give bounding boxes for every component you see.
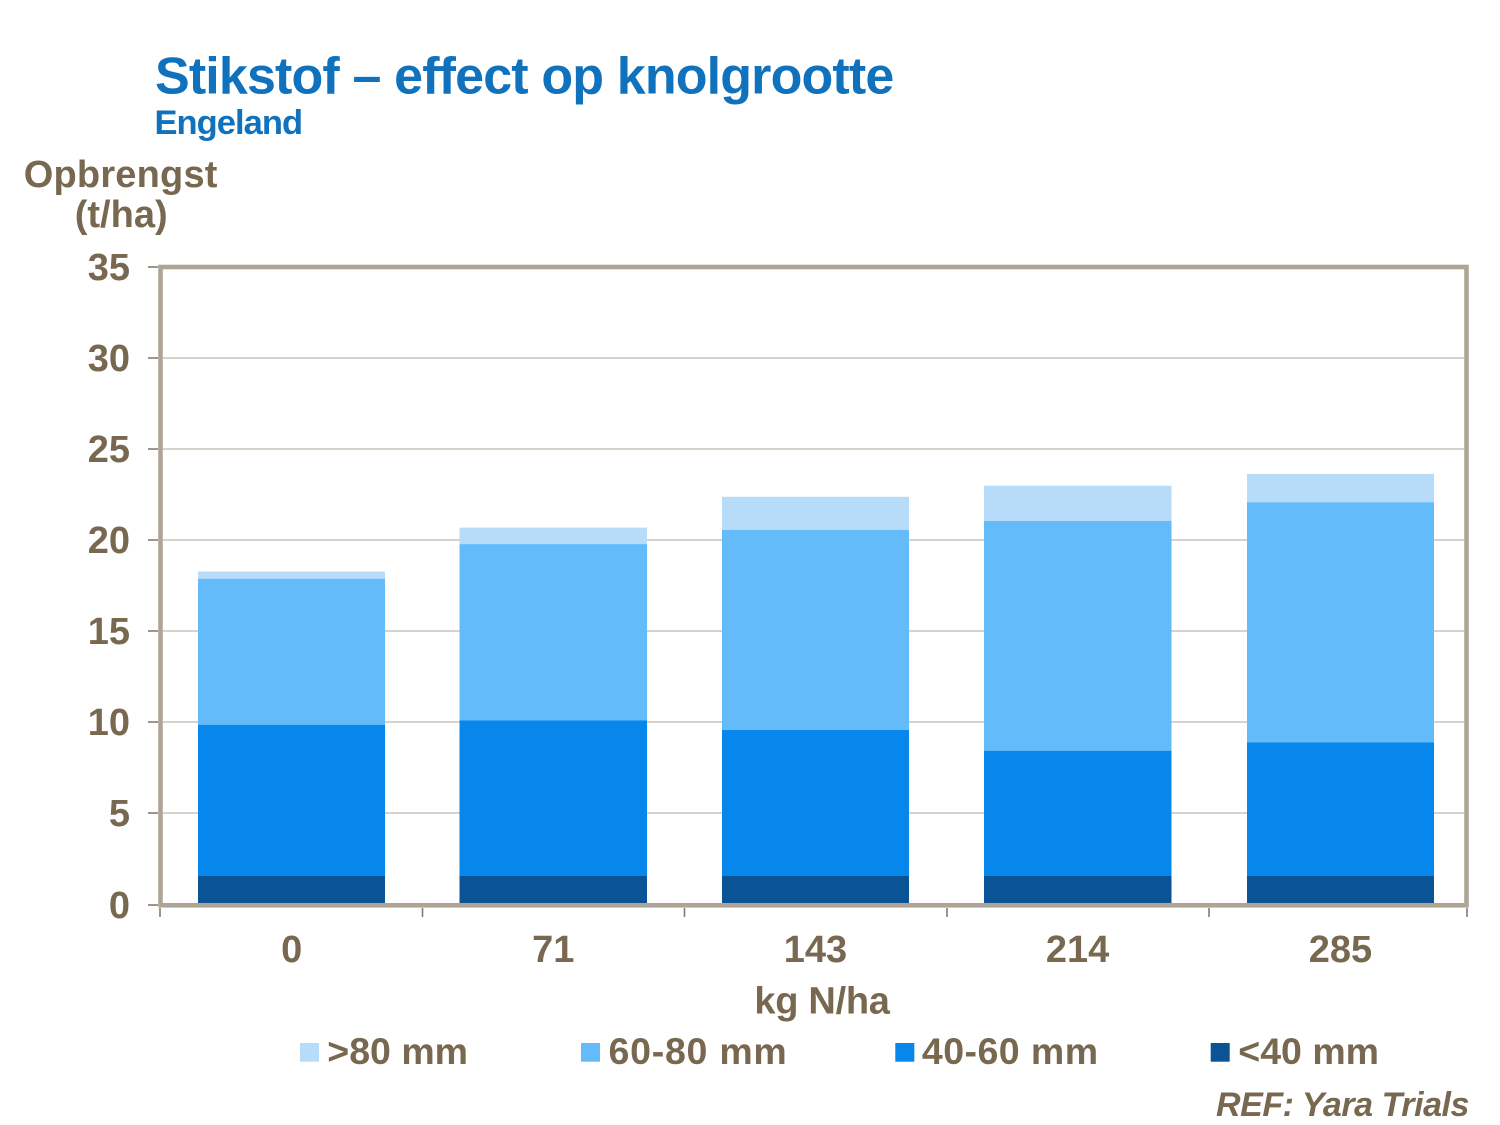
svg-text:>80 mm: >80 mm [327,1030,468,1072]
svg-text:kg N/ha: kg N/ha [754,981,890,1023]
svg-text:30: 30 [88,338,130,380]
svg-text:285: 285 [1309,929,1372,971]
svg-text:60-80 mm: 60-80 mm [609,1030,788,1072]
svg-text:214: 214 [1046,929,1109,971]
svg-text:0: 0 [109,885,130,927]
svg-text:Stikstof – effect op knolgroot: Stikstof – effect op knolgrootte [155,47,893,105]
svg-text:35: 35 [88,247,130,289]
svg-text:20: 20 [88,520,130,562]
svg-text:REF: Yara Trials: REF: Yara Trials [1216,1086,1469,1124]
svg-text:Engeland: Engeland [155,104,303,142]
svg-text:10: 10 [88,702,130,744]
svg-text:(t/ha): (t/ha) [75,194,168,236]
svg-text:25: 25 [88,429,130,471]
svg-text:<40 mm: <40 mm [1238,1030,1379,1072]
svg-text:71: 71 [532,929,574,971]
svg-text:0: 0 [281,929,302,971]
svg-text:15: 15 [88,611,130,653]
svg-text:143: 143 [784,929,847,971]
svg-text:5: 5 [109,793,130,835]
svg-text:40-60 mm: 40-60 mm [922,1030,1099,1072]
svg-text:Opbrengst: Opbrengst [24,154,218,196]
